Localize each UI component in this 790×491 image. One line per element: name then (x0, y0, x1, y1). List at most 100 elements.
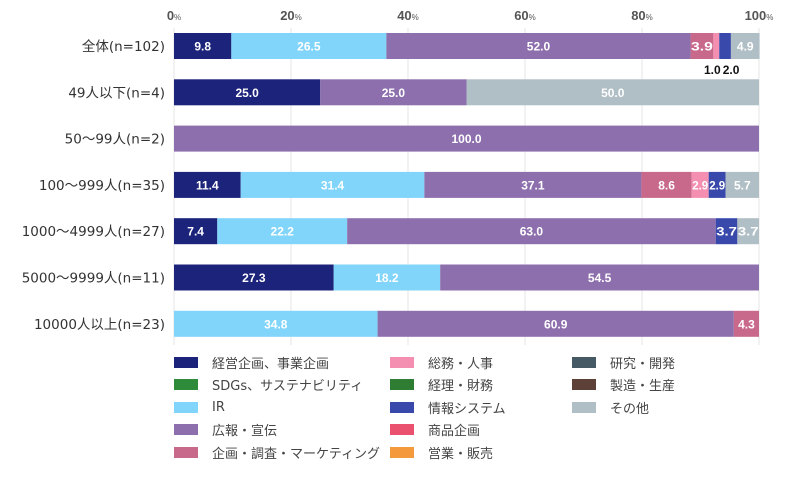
legend-label: 総務・人事 (428, 356, 494, 372)
bar-segment (641, 171, 692, 198)
stacked-bar-chart: 0% 20% 40% 60% 80% 100% 全体(n=102) 49人以下(n=4) 50… (22, 8, 774, 345)
legend-swatch (390, 446, 414, 458)
bar-segment (440, 264, 759, 291)
legend-label: IR (212, 399, 225, 415)
data-label: 3.7 (738, 225, 759, 239)
data-label: 18.2 (375, 271, 399, 285)
data-label: 22.2 (271, 225, 295, 239)
data-label: 60.9 (544, 317, 568, 331)
legend-label: 経理・財務 (428, 379, 494, 394)
bar-segment (691, 171, 709, 198)
bar-segment (174, 125, 759, 152)
data-label: 37.1 (521, 178, 545, 192)
data-label: 52.0 (527, 40, 551, 54)
x-axis-ticks: 0% 20% 40% 60% 80% 100% (167, 8, 774, 23)
legend-item: 経理・財務 (390, 375, 493, 395)
bar-segment (231, 33, 387, 59)
legend-label: 企画・調査・マーケティング (212, 446, 380, 462)
bar-segment (377, 310, 734, 337)
legend-item: その他 (572, 397, 649, 417)
legend-item: 総務・人事 (390, 352, 493, 372)
x-tick-label: 20% (280, 8, 302, 23)
x-tick-label: 40% (397, 8, 419, 23)
data-label: 7.4 (187, 225, 204, 239)
data-label: 31.4 (321, 178, 345, 192)
bar-segment (737, 218, 759, 245)
x-tick-label: 80% (631, 8, 653, 23)
x-tick-label: 0% (167, 8, 181, 23)
data-label: 27.3 (242, 271, 266, 285)
x-tick-label: 60% (514, 8, 536, 23)
category-labels: 全体(n=102) 49人以下(n=4) 50〜99人(n=2) 100〜999人(n… (22, 38, 165, 333)
category-label: 100〜999人(n=35) (39, 178, 165, 194)
bar-segment (733, 310, 759, 337)
legend-swatch (390, 424, 414, 435)
data-label: 3.9 (691, 40, 713, 54)
category-label: 全体(n=102) (82, 38, 165, 55)
legend-item: 営業・販売 (390, 442, 493, 462)
bar-segment (240, 171, 425, 198)
legend-label: 広報・宣伝 (212, 424, 278, 439)
value-labels: 9.8 26.5 52.0 3.9 4.9 25.0 25.0 50.0 100.0 11.4 31… (187, 40, 759, 332)
bar-segment (174, 218, 218, 245)
legend-swatch (390, 356, 414, 368)
data-label: 9.8 (194, 40, 211, 54)
bar-segment (708, 171, 726, 198)
data-label: 100.0 (451, 132, 481, 146)
legend-label: 商品企画 (428, 424, 481, 439)
data-label: 34.8 (264, 317, 288, 331)
bar-segment (690, 33, 714, 59)
bar-segment (730, 33, 760, 59)
legend-item: 企画・調査・マーケティング (174, 442, 380, 462)
data-label: 11.4 (196, 178, 219, 192)
legend-label: 研究・開発 (610, 356, 676, 372)
bar-segment (347, 218, 716, 245)
data-label: 25.0 (382, 86, 406, 100)
category-label: 5000〜9999人(n=11) (22, 271, 165, 287)
bar-segment (174, 264, 334, 291)
legend-item: 経営企画、事業企画 (174, 352, 329, 372)
legend-swatch (174, 446, 198, 458)
legend-item: IR (174, 397, 225, 417)
data-label: 5.7 (734, 178, 751, 192)
bar-segment (174, 310, 378, 337)
data-label: 25.0 (235, 86, 259, 100)
data-label-outside: 2.0 (723, 63, 740, 77)
legend-swatch (174, 379, 198, 390)
data-label: 2.9 (692, 178, 708, 192)
data-label: 50.0 (601, 86, 625, 100)
legend-label: 情報システム (428, 401, 506, 417)
bar-segment (174, 33, 232, 59)
category-label: 1000〜4999人(n=27) (22, 224, 165, 240)
legend-item: SDGs、サステナビリティ (174, 375, 363, 395)
legend-item: 製造・生産 (572, 375, 675, 395)
legend-swatch (174, 424, 198, 435)
data-label: 4.3 (738, 317, 755, 331)
legend-label: SDGs、サステナビリティ (212, 379, 364, 394)
bar-segment (715, 218, 738, 245)
bar-segment (725, 171, 759, 198)
bar-segment (320, 79, 467, 106)
legend-label: その他 (610, 401, 650, 417)
data-label: 2.9 (709, 178, 725, 192)
bar-segment (713, 33, 720, 59)
category-label: 50〜99人(n=2) (65, 132, 165, 148)
bars (174, 33, 760, 337)
bar-segment (174, 171, 241, 198)
legend-swatch (390, 401, 414, 413)
legend-label: 製造・生産 (610, 379, 676, 394)
data-label: 3.7 (716, 225, 737, 239)
data-label: 4.9 (737, 40, 754, 54)
legend-swatch (572, 379, 596, 390)
legend-swatch (572, 401, 596, 413)
category-label: 49人以下(n=4) (68, 85, 165, 101)
data-label: 63.0 (520, 225, 544, 239)
bar-segment (333, 264, 441, 291)
x-tick-label: 100% (745, 8, 774, 23)
bar-segment (174, 79, 321, 106)
legend-swatch (572, 356, 596, 368)
legend-label: 経営企画、事業企画 (212, 356, 330, 372)
data-label: 54.5 (588, 271, 612, 285)
legend-item: 研究・開発 (572, 352, 675, 372)
data-label: 26.5 (297, 40, 321, 54)
